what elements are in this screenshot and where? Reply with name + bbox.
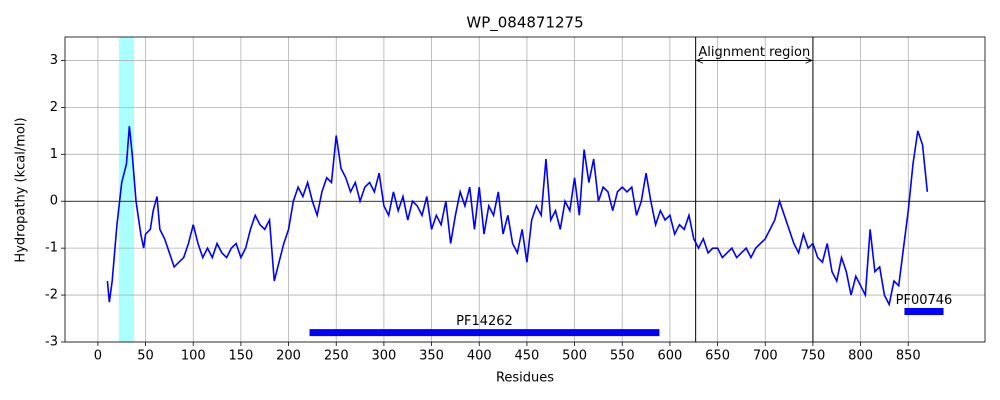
- y-tick-label: 2: [50, 100, 58, 115]
- y-tick-label: -2: [45, 288, 58, 303]
- x-tick-label: 50: [137, 349, 154, 364]
- x-tick-label: 200: [276, 349, 301, 364]
- domain-bar: [904, 308, 944, 315]
- x-tick-label: 750: [801, 349, 826, 364]
- chart-title: WP_084871275: [466, 14, 583, 33]
- x-tick-label: 800: [848, 349, 873, 364]
- domain-label: PF14262: [456, 314, 513, 329]
- x-tick-label: 550: [610, 349, 635, 364]
- highlight-span: [118, 37, 135, 342]
- x-tick-label: 500: [562, 349, 587, 364]
- domain-label: PF00746: [896, 293, 953, 308]
- x-tick-label: 0: [94, 349, 102, 364]
- x-tick-label: 150: [228, 349, 253, 364]
- x-tick-label: 400: [467, 349, 492, 364]
- x-tick-label: 100: [181, 349, 206, 364]
- x-tick-label: 300: [371, 349, 396, 364]
- y-tick-label: 3: [50, 53, 58, 68]
- x-tick-label: 700: [753, 349, 778, 364]
- x-tick-label: 450: [514, 349, 539, 364]
- x-tick-label: 650: [705, 349, 730, 364]
- x-axis-label: Residues: [496, 371, 554, 386]
- y-axis-label: Hydropathy (kcal/mol): [14, 117, 29, 262]
- x-tick-label: 600: [657, 349, 682, 364]
- hydropathy-line: [106, 126, 929, 307]
- y-tick-label: -1: [45, 241, 58, 256]
- y-tick-label: 0: [50, 194, 58, 209]
- y-tick-label: 1: [50, 147, 58, 162]
- plot-frame: [64, 36, 986, 343]
- x-tick-label: 350: [419, 349, 444, 364]
- domain-bar: [309, 329, 660, 337]
- region-label: Alignment region: [698, 45, 810, 60]
- y-tick-label: -3: [45, 335, 58, 350]
- x-tick-label: 250: [324, 349, 349, 364]
- x-tick-label: 850: [896, 349, 921, 364]
